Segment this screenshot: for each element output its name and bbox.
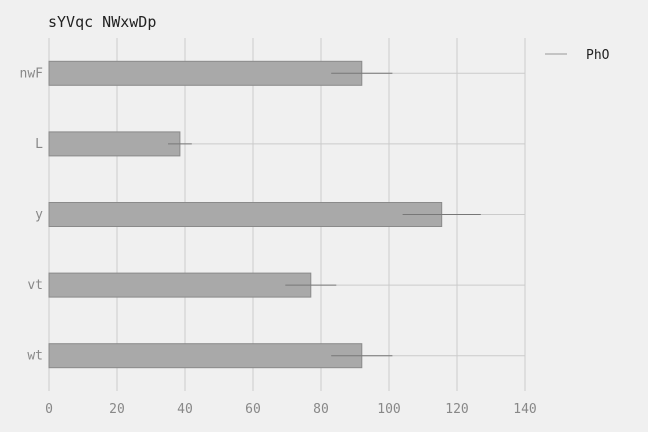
bar-L [48, 131, 181, 157]
y-tick-label-y: y [35, 208, 43, 223]
y-tick-label-vt: vt [27, 278, 43, 293]
x-tick-label: 0 [45, 402, 53, 417]
x-tick-label: 140 [513, 402, 536, 417]
x-tick-label: 60 [245, 402, 261, 417]
bar-wt [48, 343, 363, 369]
y-tick-label-L: L [35, 137, 43, 152]
bar-nwF [48, 60, 363, 86]
legend: PhO [545, 48, 610, 63]
y-tick-labels: nwF Ly vt wt [20, 66, 44, 363]
x-tick-label: 40 [177, 402, 193, 417]
x-tick-labels: 0 20 40 60 80 100 120 140 [45, 402, 537, 417]
legend-label-pho: PhO [586, 48, 610, 63]
x-tick-label: 80 [313, 402, 329, 417]
x-tick-label: 120 [445, 402, 468, 417]
x-tick-label: 100 [377, 402, 400, 417]
y-tick-label-wt: wt [27, 349, 43, 364]
chart-title: sYVqc NWxwDp [48, 13, 156, 31]
bars [48, 60, 443, 369]
bar-vt [48, 272, 312, 298]
y-tick-label-nwF: nwF [20, 66, 44, 81]
error-bars [168, 72, 481, 357]
bar-y [48, 202, 443, 227]
x-tick-label: 20 [109, 402, 125, 417]
